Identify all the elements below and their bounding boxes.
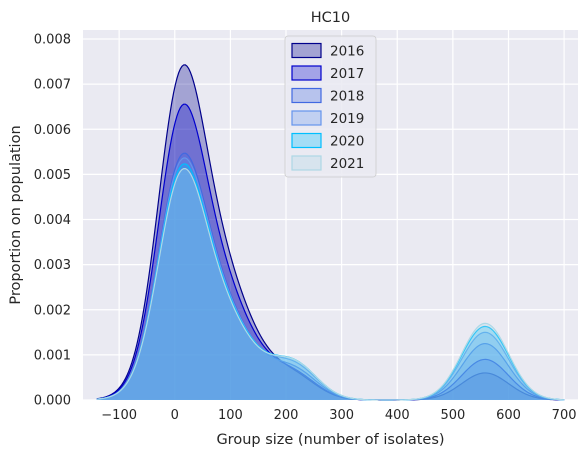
legend-label-2017: 2017 — [330, 66, 364, 82]
y-tick-label: 0.000 — [34, 394, 71, 409]
legend-label-2020: 2020 — [330, 134, 364, 150]
chart-title: HC10 — [311, 10, 350, 26]
series-area-2020 — [96, 163, 565, 400]
series-area-2018 — [96, 153, 565, 400]
x-tick-labels: −100 0 100 200 300 400 500 600 700 — [101, 408, 576, 423]
x-tick-label: 500 — [440, 408, 465, 423]
series-line-2018 — [96, 152, 565, 401]
y-tick-labels: 0.000 0.001 0.002 0.003 0.004 0.005 0.006 0.007… — [34, 33, 71, 409]
legend-swatch-2019 — [291, 110, 322, 126]
series-line-2021 — [96, 168, 565, 401]
x-tick-label: 100 — [218, 408, 243, 423]
x-tick-label: 0 — [171, 408, 179, 423]
x-tick-label: −100 — [101, 408, 137, 423]
series-area-2019 — [96, 157, 565, 400]
y-tick-label: 0.001 — [34, 348, 71, 363]
x-tick-label: 400 — [385, 408, 410, 423]
legend-swatch-2018 — [291, 87, 322, 104]
legend-label-2016: 2016 — [330, 44, 364, 60]
legend-box — [284, 35, 377, 178]
legend-label-2021: 2021 — [330, 156, 364, 172]
legend-label-2019: 2019 — [330, 111, 364, 127]
series-area-2021 — [96, 168, 565, 400]
legend-swatch-2017 — [291, 65, 322, 81]
x-tick-label: 300 — [329, 408, 354, 423]
series-line-2017 — [96, 103, 565, 401]
y-tick-label: 0.007 — [34, 78, 71, 93]
x-axis-label: Group size (number of isolates) — [216, 432, 444, 448]
y-tick-label: 0.003 — [34, 258, 71, 273]
y-tick-label: 0.005 — [34, 168, 71, 183]
y-tick-label: 0.008 — [34, 33, 71, 48]
series-area-2017 — [96, 104, 565, 401]
x-tick-label: 600 — [496, 408, 521, 423]
legend-swatch-2021 — [291, 155, 322, 171]
legend-swatch-2020 — [291, 132, 322, 149]
x-tick-label: 700 — [552, 408, 577, 423]
y-tick-label: 0.006 — [34, 123, 71, 138]
y-tick-label: 0.002 — [34, 303, 71, 318]
series-area-2016 — [96, 64, 565, 401]
legend: 2016 2017 2018 2019 2020 2021 — [284, 35, 377, 178]
y-axis-label: Proportion on population — [8, 125, 24, 304]
y-tick-label: 0.004 — [34, 213, 71, 228]
legend-swatch-2016 — [291, 42, 322, 59]
legend-label-2018: 2018 — [330, 89, 364, 105]
x-tick-label: 200 — [274, 408, 299, 423]
density-curves — [96, 64, 565, 401]
